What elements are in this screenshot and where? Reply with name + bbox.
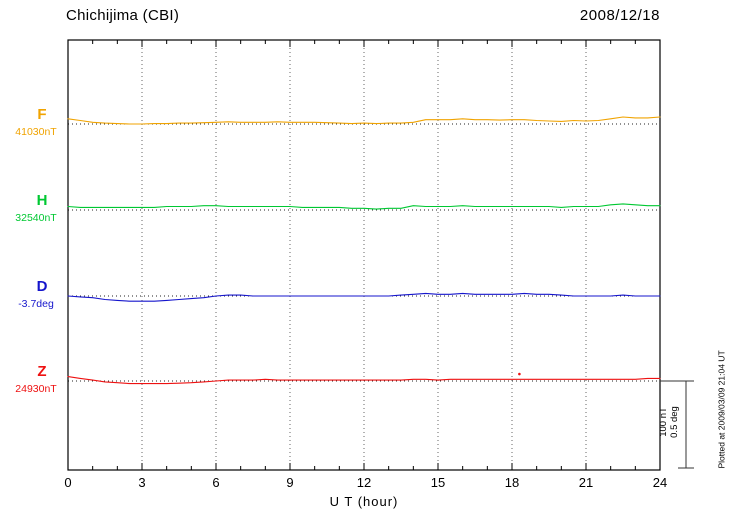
date-label: 2008/12/18 [579,7,660,24]
series-label-F: F [37,106,47,123]
series-baseline-Z: 24930nT [15,383,57,395]
x-tick-21: 21 [578,475,594,490]
series-label-H: H [36,192,48,209]
x-tick-12: 12 [356,475,372,490]
x-tick-24: 24 [652,475,668,490]
scale-deg-label: 0.5 deg [669,406,680,438]
x-tick-6: 6 [212,475,220,490]
x-tick-3: 3 [138,475,146,490]
x-axis-label: U T (hour) [329,494,399,509]
series-label-D: D [36,278,48,295]
series-baseline-H: 32540nT [15,212,57,224]
scale-nt-label: 100 nT [658,407,669,437]
series-baseline-D: -3.7deg [18,298,54,310]
x-tick-15: 15 [430,475,446,490]
series-label-Z: Z [37,363,47,380]
station-title: Chichijima (CBI) [66,7,180,24]
scale-bar-labels: 100 nT 0.5 deg [658,399,680,445]
x-tick-0: 0 [64,475,72,490]
series-baseline-F: 41030nT [15,126,57,138]
plotted-at-label: Plotted at 2009/03/09 21:04 UT [716,350,727,469]
x-tick-9: 9 [286,475,294,490]
x-tick-18: 18 [504,475,520,490]
